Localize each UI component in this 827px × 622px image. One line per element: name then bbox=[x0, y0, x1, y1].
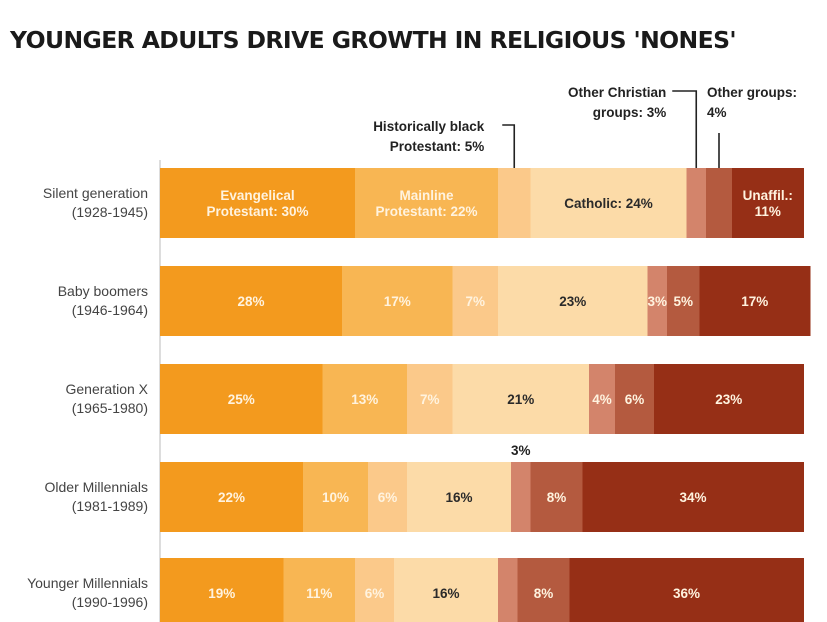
segment-label: 6% bbox=[625, 392, 645, 407]
annotation-text: Protestant: 5% bbox=[390, 139, 485, 154]
annotation-leader bbox=[672, 90, 698, 168]
bar-segment bbox=[342, 266, 453, 336]
segment-label: 17% bbox=[741, 294, 768, 309]
bar-segment bbox=[667, 266, 700, 336]
segment-label: 13% bbox=[351, 392, 378, 407]
bar-segment bbox=[394, 558, 499, 622]
segment-label: 17% bbox=[384, 294, 411, 309]
segment-label: 8% bbox=[547, 490, 567, 505]
segment-label: Protestant: 22% bbox=[375, 204, 477, 219]
bar-segment bbox=[686, 168, 707, 238]
segment-label: Unaffil.: bbox=[743, 188, 793, 203]
bar-segment bbox=[368, 462, 408, 532]
segment-label: 7% bbox=[420, 392, 440, 407]
segment-label: 8% bbox=[534, 586, 554, 601]
bar-segment bbox=[699, 266, 811, 336]
bar-segment bbox=[654, 364, 804, 434]
bar-segment bbox=[498, 558, 518, 622]
bar-segment bbox=[407, 462, 512, 532]
bar-segment bbox=[498, 266, 648, 336]
row-label-name: Silent generation bbox=[43, 185, 148, 201]
bar-segment bbox=[160, 462, 304, 532]
annotation-text: 3% bbox=[511, 443, 531, 458]
bar-segment bbox=[452, 364, 590, 434]
bar-segment bbox=[706, 168, 733, 238]
segment-label: 19% bbox=[208, 586, 235, 601]
segment-label: 25% bbox=[228, 392, 255, 407]
segment-label: 36% bbox=[673, 586, 700, 601]
annotation-text: 4% bbox=[707, 105, 727, 120]
row-label-name: Older Millennials bbox=[45, 479, 148, 495]
segment-label: 11% bbox=[755, 204, 781, 219]
bar-segment bbox=[589, 364, 616, 434]
bar-segment bbox=[407, 364, 453, 434]
row-label-name: Baby boomers bbox=[58, 283, 148, 299]
segment-label: 10% bbox=[322, 490, 349, 505]
row-label-years: (1946-1964) bbox=[72, 302, 148, 318]
annotation-text: Historically black bbox=[373, 119, 485, 134]
segment-label: 11% bbox=[306, 586, 332, 601]
row-label-name: Generation X bbox=[66, 381, 149, 397]
row-label-years: (1965-1980) bbox=[72, 400, 148, 416]
segment-label: 7% bbox=[465, 294, 485, 309]
bar-segment bbox=[160, 364, 323, 434]
segment-label: 16% bbox=[432, 586, 459, 601]
bar-segment bbox=[498, 168, 531, 238]
bar-segment bbox=[322, 364, 408, 434]
row-label-years: (1990-1996) bbox=[72, 594, 148, 610]
segment-label: 28% bbox=[237, 294, 264, 309]
annotation-text: groups: 3% bbox=[593, 105, 667, 120]
bar-segment bbox=[160, 558, 284, 622]
segment-label: 5% bbox=[673, 294, 693, 309]
segment-label: 16% bbox=[445, 490, 472, 505]
bar-segment bbox=[283, 558, 356, 622]
row-label-name: Younger Millennials bbox=[27, 575, 148, 591]
row-label-years: (1981-1989) bbox=[72, 498, 148, 514]
bar-segment bbox=[615, 364, 655, 434]
chart-title: YOUNGER ADULTS DRIVE GROWTH IN RELIGIOUS… bbox=[10, 26, 737, 54]
bar-segment bbox=[517, 558, 570, 622]
annotation-text: Other Christian bbox=[568, 85, 666, 100]
segment-label: 23% bbox=[715, 392, 742, 407]
segment-label: 3% bbox=[647, 294, 667, 309]
segment-label: 4% bbox=[592, 392, 612, 407]
segment-label: Evangelical bbox=[220, 188, 294, 203]
bar-segment bbox=[511, 462, 531, 532]
annotation-text: Other groups: bbox=[707, 85, 797, 100]
segment-label: Mainline bbox=[399, 188, 453, 203]
segment-label: 6% bbox=[365, 586, 385, 601]
row-label-years: (1928-1945) bbox=[72, 204, 148, 220]
annotation-leader bbox=[502, 124, 516, 168]
segment-label: 34% bbox=[679, 490, 706, 505]
bar-segment bbox=[569, 558, 804, 622]
bar-segment bbox=[160, 266, 343, 336]
bar-segment bbox=[452, 266, 499, 336]
bar-segment bbox=[732, 168, 804, 238]
bar-segment bbox=[303, 462, 369, 532]
bar-segment bbox=[530, 168, 687, 238]
bar-segment bbox=[355, 168, 499, 238]
bar-segment bbox=[530, 462, 583, 532]
segment-label: 22% bbox=[218, 490, 245, 505]
segment-label: 6% bbox=[378, 490, 398, 505]
bar-segment bbox=[355, 558, 395, 622]
bar-segment bbox=[160, 168, 356, 238]
segment-label: Protestant: 30% bbox=[206, 204, 308, 219]
segment-label: 21% bbox=[507, 392, 534, 407]
bar-segment bbox=[582, 462, 804, 532]
segment-label: Catholic: 24% bbox=[564, 196, 653, 211]
segment-label: 23% bbox=[559, 294, 586, 309]
bar-segment bbox=[647, 266, 668, 336]
